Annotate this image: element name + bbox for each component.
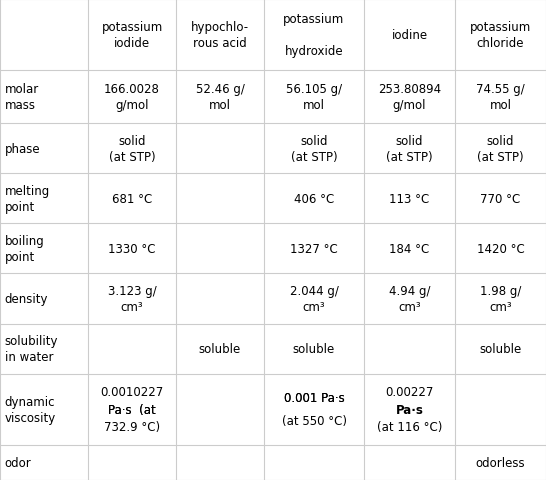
Text: iodine: iodine bbox=[391, 29, 428, 42]
Text: solid
(at STP): solid (at STP) bbox=[109, 134, 155, 163]
Text: solubility
in water: solubility in water bbox=[4, 335, 58, 363]
Text: odor: odor bbox=[4, 456, 31, 469]
Text: 1.98 g/
cm³: 1.98 g/ cm³ bbox=[480, 285, 521, 313]
Text: soluble: soluble bbox=[199, 342, 241, 356]
Text: Pa·s  (at: Pa·s (at bbox=[108, 403, 156, 416]
Text: 184 °C: 184 °C bbox=[389, 242, 430, 255]
Text: melting
point: melting point bbox=[4, 184, 50, 213]
Text: (at 116 °C): (at 116 °C) bbox=[377, 420, 442, 433]
Text: dynamic
viscosity: dynamic viscosity bbox=[4, 395, 56, 424]
Text: 74.55 g/
mol: 74.55 g/ mol bbox=[476, 83, 525, 112]
Text: soluble: soluble bbox=[479, 342, 521, 356]
Text: potassium

hydroxide: potassium hydroxide bbox=[283, 13, 345, 58]
Text: 253.80894
g/mol: 253.80894 g/mol bbox=[378, 83, 441, 112]
Text: density: density bbox=[4, 292, 48, 305]
Text: 1330 °C: 1330 °C bbox=[108, 242, 156, 255]
Text: potassium
chloride: potassium chloride bbox=[470, 21, 531, 50]
Text: soluble: soluble bbox=[293, 342, 335, 356]
Text: 0.0010227: 0.0010227 bbox=[100, 385, 164, 398]
Text: Pa·s: Pa·s bbox=[395, 403, 424, 416]
Text: (at 550 °C): (at 550 °C) bbox=[282, 415, 347, 428]
Text: 681 °C: 681 °C bbox=[112, 192, 152, 205]
Text: 0.001 Pa·s: 0.001 Pa·s bbox=[283, 391, 345, 404]
Text: 732.9 °C): 732.9 °C) bbox=[104, 420, 160, 433]
Text: 2.044 g/
cm³: 2.044 g/ cm³ bbox=[289, 285, 339, 313]
Text: 0.00227: 0.00227 bbox=[385, 385, 434, 398]
Text: 3.123 g/
cm³: 3.123 g/ cm³ bbox=[108, 285, 156, 313]
Text: solid
(at STP): solid (at STP) bbox=[290, 134, 337, 163]
Text: 770 °C: 770 °C bbox=[480, 192, 521, 205]
Text: 56.105 g/
mol: 56.105 g/ mol bbox=[286, 83, 342, 112]
Text: 1420 °C: 1420 °C bbox=[477, 242, 524, 255]
Text: 52.46 g/
mol: 52.46 g/ mol bbox=[195, 83, 245, 112]
Text: odorless: odorless bbox=[476, 456, 525, 469]
Text: 406 °C: 406 °C bbox=[294, 192, 334, 205]
Text: 1327 °C: 1327 °C bbox=[290, 242, 338, 255]
Text: boiling
point: boiling point bbox=[4, 234, 44, 264]
Text: solid
(at STP): solid (at STP) bbox=[477, 134, 524, 163]
Text: potassium
iodide: potassium iodide bbox=[102, 21, 163, 50]
Text: Pa·s  (at: Pa·s (at bbox=[108, 403, 156, 416]
Text: solid
(at STP): solid (at STP) bbox=[386, 134, 433, 163]
Text: molar
mass: molar mass bbox=[4, 83, 39, 112]
Text: 166.0028
g/mol: 166.0028 g/mol bbox=[104, 83, 160, 112]
Text: 113 °C: 113 °C bbox=[389, 192, 430, 205]
Text: hypochlo-
rous acid: hypochlo- rous acid bbox=[191, 21, 249, 50]
Text: 4.94 g/
cm³: 4.94 g/ cm³ bbox=[389, 285, 430, 313]
Text: phase: phase bbox=[4, 142, 40, 155]
Text: 0.001 Pa·s: 0.001 Pa·s bbox=[283, 391, 345, 404]
